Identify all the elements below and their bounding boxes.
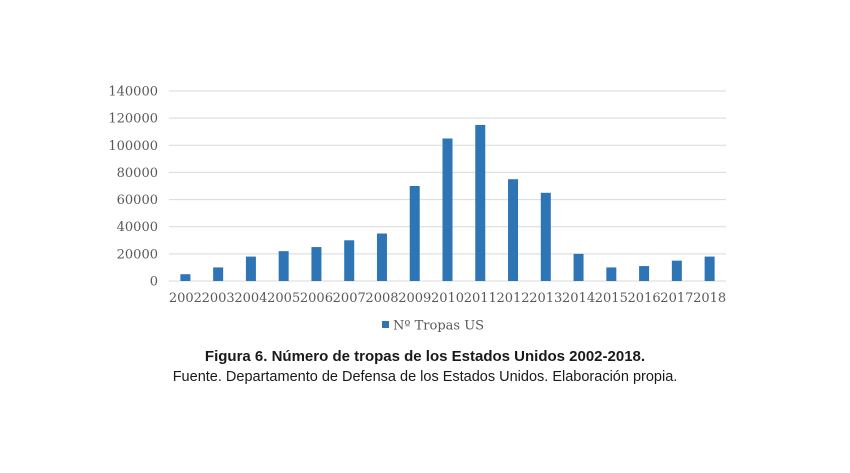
legend-label: Nº Tropas US (393, 319, 484, 334)
y-tick-label: 80000 (117, 166, 158, 181)
figure-caption-source: Fuente. Departamento de Defensa de los E… (172, 369, 678, 385)
bar (311, 247, 322, 281)
bar (442, 138, 453, 281)
x-axis-ticks: 2002 2003 2004 2005 2006 2007 2008 2009 2010 2011… (169, 291, 726, 306)
x-tick-label: 2008 (365, 291, 398, 306)
bars (180, 124, 715, 281)
y-tick-label: 20000 (117, 247, 158, 262)
x-tick-label: 2006 (300, 291, 333, 306)
x-tick-label: 2012 (496, 291, 529, 306)
x-tick-label: 2005 (267, 291, 300, 306)
x-tick-label: 2010 (431, 291, 464, 306)
legend-swatch (382, 321, 389, 328)
x-tick-label: 2018 (693, 291, 726, 306)
bar (573, 253, 584, 281)
x-tick-label: 2016 (628, 291, 661, 306)
bar (606, 267, 617, 281)
x-tick-label: 2003 (202, 291, 235, 306)
x-tick-label: 2009 (398, 291, 431, 306)
bar (180, 274, 191, 281)
y-tick-label: 100000 (108, 139, 158, 154)
bar (344, 240, 355, 281)
bar (376, 233, 387, 281)
x-tick-label: 2013 (529, 291, 562, 306)
bar (245, 256, 256, 281)
x-tick-label: 2015 (595, 291, 628, 306)
bar (409, 186, 420, 281)
bar (213, 267, 224, 281)
y-tick-label: 140000 (108, 85, 158, 100)
y-tick-label: 120000 (108, 112, 158, 127)
bar (671, 260, 682, 281)
y-tick-label: 40000 (117, 220, 158, 235)
bar (704, 256, 715, 281)
bar (639, 266, 650, 281)
bar (508, 179, 519, 281)
bar (278, 251, 289, 281)
y-axis-ticks: 0 20000 40000 60000 80000 100000 120000 140000 (108, 85, 158, 290)
y-tick-label: 0 (150, 275, 158, 290)
figure-caption-title: Figura 6. Número de tropas de los Estado… (204, 348, 646, 365)
x-tick-label: 2007 (333, 291, 366, 306)
y-tick-label: 60000 (117, 193, 158, 208)
x-tick-label: 2002 (169, 291, 202, 306)
x-tick-label: 2004 (234, 291, 267, 306)
x-tick-label: 2017 (660, 291, 693, 306)
legend: Nº Tropas US (382, 319, 484, 334)
bar (540, 192, 551, 281)
bar-chart: 020000400006000080000100000120000140000 … (108, 85, 726, 334)
x-tick-label: 2011 (464, 291, 497, 306)
x-tick-label: 2014 (562, 291, 595, 306)
bar (475, 124, 486, 281)
